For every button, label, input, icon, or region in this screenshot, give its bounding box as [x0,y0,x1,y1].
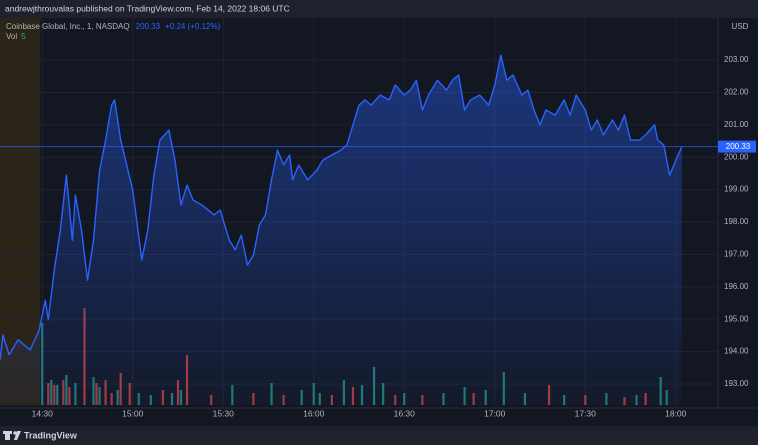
volume-legend: Vol 5 [6,32,26,41]
x-tick-label: 15:30 [213,408,235,418]
logo-part [5,431,10,440]
volume-label: Vol [6,32,17,41]
x-tick-label: 15:00 [122,408,144,418]
last-price-box [718,140,756,153]
currency-label: USD [732,22,749,31]
header-bar [0,0,758,18]
y-tick-label: 201.00 [724,120,749,129]
last-price-label: 200.33 [726,142,751,151]
y-tick-label: 197.00 [724,250,749,259]
x-tick-label: 17:30 [575,408,597,418]
y-tick-label: 199.00 [724,185,749,194]
legend: Coinbase Global, Inc., 1, NASDAQ 200.33 +0… [6,22,221,31]
y-tick-label: 202.00 [724,88,749,97]
legend-price: 200.33 [136,22,161,31]
branding: TradingView [24,430,78,440]
header-text: andrewjthrouvalas published on TradingVi… [5,3,290,13]
logo-part [3,431,12,434]
logo-part [14,431,21,440]
x-tick-label: 16:00 [303,408,325,418]
y-tick-label: 195.00 [724,314,749,323]
footer-bar [0,426,758,445]
line [0,54,683,361]
logo [3,431,21,440]
legend-symbol: Coinbase Global, Inc., 1, NASDAQ [6,22,130,31]
area [0,55,682,405]
y-tick-label: 203.00 [724,55,749,64]
price-axis [718,18,758,408]
x-tick-label: 18:00 [665,408,687,418]
volume-value: 5 [21,32,26,41]
logo-part [13,431,17,435]
y-tick-label: 198.00 [724,217,749,226]
legend-change: +0.24 (+0.12%) [165,22,220,31]
x-tick-label: 14:30 [32,408,54,418]
session-shading [0,18,41,405]
y-tick-label: 200.00 [724,152,749,161]
y-tick-label: 196.00 [724,282,749,291]
y-tick-label: 194.00 [724,347,749,356]
x-tick-label: 17:00 [484,408,506,418]
x-tick-label: 16:30 [394,408,416,418]
y-tick-label: 193.00 [724,379,749,388]
